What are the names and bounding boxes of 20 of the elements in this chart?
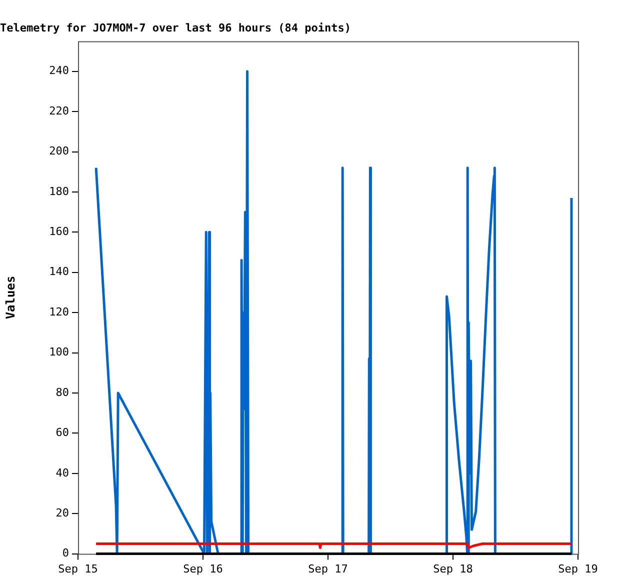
y-tick-label: 20 <box>56 506 69 520</box>
y-tick-label: 60 <box>56 426 69 440</box>
x-tick-label: Sep 15 <box>58 562 98 576</box>
y-tick-label: 0 <box>62 546 69 560</box>
y-tick-label: 180 <box>49 184 69 198</box>
y-tick-label: 120 <box>49 305 69 318</box>
y-tick-label: 220 <box>49 104 69 118</box>
y-tick-label: 40 <box>56 466 69 480</box>
y-tick-label: 140 <box>49 265 69 278</box>
x-tick-label: Sep 17 <box>308 562 348 576</box>
y-tick-label: 160 <box>49 225 69 238</box>
x-tick-label: Sep 19 <box>558 562 598 576</box>
y-tick-label: 240 <box>49 64 69 78</box>
y-tick-label: 200 <box>49 144 69 158</box>
y-axis-title: Values <box>3 276 18 320</box>
y-tick-label: 100 <box>49 346 69 359</box>
y-tick-label: 80 <box>56 386 69 399</box>
x-tick-label: Sep 16 <box>183 562 223 576</box>
x-tick-label: Sep 18 <box>433 562 473 576</box>
chart-title: Telemetry for JO7MOM-7 over last 96 hours (84 points) <box>0 21 351 34</box>
